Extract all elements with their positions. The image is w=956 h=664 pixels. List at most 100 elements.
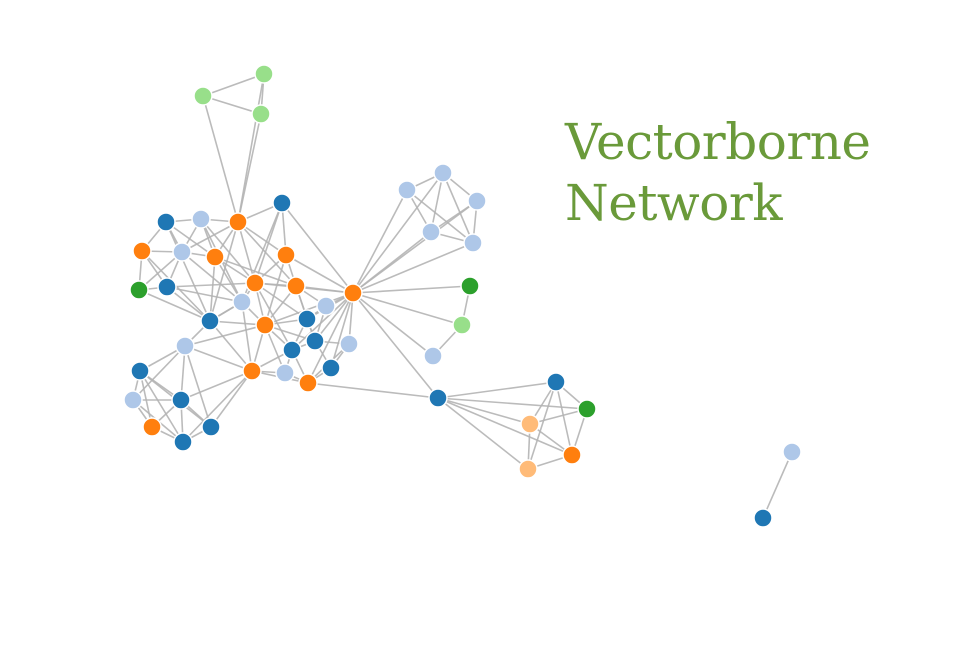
- edge-t1-a4: [237, 73, 265, 223]
- edge-a20-a23: [184, 345, 253, 372]
- node-a18[interactable]: [305, 331, 325, 351]
- node-a20[interactable]: [175, 336, 195, 356]
- edge-a15-a23: [209, 320, 253, 372]
- edge-h-a21: [291, 292, 354, 351]
- node-a15[interactable]: [200, 311, 220, 331]
- node-a25[interactable]: [298, 373, 318, 393]
- node-a8[interactable]: [276, 245, 296, 265]
- node-k[interactable]: [428, 388, 448, 408]
- node-a7[interactable]: [205, 247, 225, 267]
- node-a19[interactable]: [339, 334, 359, 354]
- node-r4[interactable]: [421, 222, 441, 242]
- edge-a13-a23: [241, 301, 253, 372]
- node-z1[interactable]: [782, 442, 802, 462]
- node-a24[interactable]: [275, 363, 295, 383]
- edge-a20-b2: [132, 345, 186, 401]
- edge-a18-h: [314, 292, 354, 342]
- edge-k-p3: [437, 397, 531, 425]
- title-line-2: Network: [565, 174, 783, 232]
- edge-a8-a16: [264, 254, 287, 326]
- node-m1[interactable]: [460, 276, 480, 296]
- node-b4[interactable]: [142, 417, 162, 437]
- edge-r1-r5: [442, 172, 474, 244]
- node-a6[interactable]: [172, 242, 192, 262]
- edge-h-m1: [352, 285, 471, 294]
- node-h[interactable]: [343, 283, 363, 303]
- edge-a7-a12: [214, 256, 297, 287]
- node-t2[interactable]: [193, 86, 213, 106]
- node-a3[interactable]: [191, 209, 211, 229]
- edge-a23-b5: [210, 370, 253, 428]
- edge-p1-p5: [527, 381, 557, 470]
- edge-a25-h: [307, 292, 354, 384]
- node-a16[interactable]: [255, 315, 275, 335]
- node-b1[interactable]: [130, 361, 150, 381]
- node-a22[interactable]: [321, 358, 341, 378]
- node-b2[interactable]: [123, 390, 143, 410]
- edge-a23-b6: [182, 370, 253, 443]
- edge-k-p5: [437, 397, 529, 470]
- edge-a6-a13: [181, 251, 243, 303]
- node-b5[interactable]: [201, 417, 221, 437]
- edge-a10-a11: [166, 282, 256, 288]
- edge-a4-a6: [181, 221, 239, 253]
- edge-a10-a13: [166, 286, 243, 303]
- edge-h-r1: [352, 172, 444, 294]
- edge-z1-z2: [762, 451, 793, 519]
- node-a2[interactable]: [156, 212, 176, 232]
- node-a12[interactable]: [286, 276, 306, 296]
- edge-a1-h: [281, 202, 354, 294]
- edge-k-a25: [307, 382, 439, 399]
- edge-a7-a15: [209, 256, 216, 322]
- edge-a9-a15: [138, 289, 211, 322]
- node-p5[interactable]: [518, 459, 538, 479]
- edge-t2-t3: [202, 95, 262, 115]
- edge-h-r4: [352, 231, 432, 294]
- node-p4[interactable]: [562, 445, 582, 465]
- node-a4[interactable]: [228, 212, 248, 232]
- edge-k-p1: [437, 381, 557, 399]
- node-r1[interactable]: [433, 163, 453, 183]
- edge-h-m2: [352, 292, 463, 326]
- node-a17[interactable]: [297, 309, 317, 329]
- edge-a4-a12: [237, 221, 297, 287]
- edge-a20-b5: [184, 345, 212, 428]
- node-a21[interactable]: [282, 340, 302, 360]
- node-r2[interactable]: [397, 180, 417, 200]
- edge-a2-a7: [165, 221, 216, 258]
- node-m3[interactable]: [423, 346, 443, 366]
- edge-a8-h: [285, 254, 354, 294]
- node-a13[interactable]: [232, 292, 252, 312]
- node-a11[interactable]: [245, 273, 265, 293]
- node-b6[interactable]: [173, 432, 193, 452]
- edge-a23-b3: [180, 370, 253, 401]
- edge-b1-b6: [139, 370, 184, 443]
- node-t3[interactable]: [251, 104, 271, 124]
- node-r5[interactable]: [463, 233, 483, 253]
- node-a10[interactable]: [157, 277, 177, 297]
- node-t1[interactable]: [254, 64, 274, 84]
- edge-a2-a15: [165, 221, 211, 322]
- node-a1[interactable]: [272, 193, 292, 213]
- node-a5[interactable]: [132, 241, 152, 261]
- edge-r1-r4: [430, 172, 444, 233]
- diagram-title: Vectorborne Network: [565, 112, 871, 234]
- title-line-1: Vectorborne: [565, 113, 871, 171]
- edge-t1-t2: [202, 73, 265, 97]
- edge-a11-a21: [254, 282, 293, 351]
- node-p3[interactable]: [520, 414, 540, 434]
- node-a23[interactable]: [242, 361, 262, 381]
- node-b3[interactable]: [171, 390, 191, 410]
- node-r3[interactable]: [467, 191, 487, 211]
- node-m2[interactable]: [452, 315, 472, 335]
- edge-t2-a4: [202, 95, 239, 223]
- node-p1[interactable]: [546, 372, 566, 392]
- node-a14[interactable]: [316, 296, 336, 316]
- node-a9[interactable]: [129, 280, 149, 300]
- node-p2[interactable]: [577, 399, 597, 419]
- edge-h-a16: [264, 292, 354, 326]
- node-z2[interactable]: [753, 508, 773, 528]
- edge-h-r5: [352, 242, 474, 294]
